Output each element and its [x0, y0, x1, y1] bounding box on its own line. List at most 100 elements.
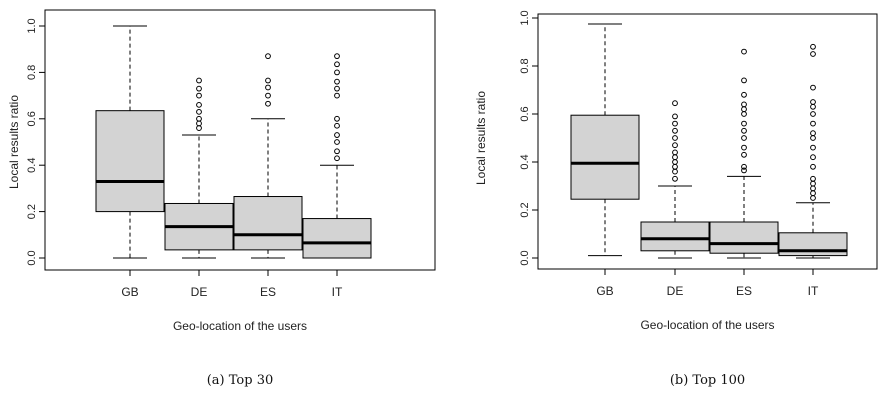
box-it	[302, 53, 372, 259]
outlier-point	[672, 142, 678, 149]
y-tick-label: 0.6	[519, 106, 531, 121]
outlier-point	[334, 148, 340, 155]
outlier-point	[810, 163, 816, 170]
y-tick-label: 0.2	[519, 202, 531, 217]
outlier-point	[672, 100, 678, 107]
outlier-point	[810, 84, 816, 91]
y-tick-label: 0.2	[26, 204, 38, 219]
outlier-point	[334, 139, 340, 145]
outlier-point	[265, 92, 271, 99]
outlier-point	[741, 48, 747, 55]
y-axis-label: Local results ratio	[7, 95, 21, 189]
outlier-point	[741, 111, 747, 117]
outlier-point	[810, 154, 816, 161]
outlier-point	[196, 115, 202, 122]
outlier-point	[265, 53, 271, 60]
outlier-point	[672, 149, 678, 156]
x-tick-label: DE	[191, 285, 208, 299]
outlier-point	[810, 144, 816, 151]
outlier-point	[810, 111, 816, 117]
outlier-point	[265, 77, 271, 84]
outlier-point	[810, 51, 816, 57]
x-tick-label: IT	[332, 285, 343, 299]
outlier-point	[334, 61, 340, 68]
outlier-point	[810, 180, 816, 187]
outlier-point	[741, 167, 747, 174]
outlier-point	[741, 91, 747, 98]
outlier-point	[334, 122, 340, 129]
iqr-box	[302, 218, 372, 259]
outlier-point	[810, 195, 816, 201]
y-tick-label: 0.4	[26, 158, 38, 173]
outlier-point	[334, 132, 340, 138]
iqr-box	[640, 221, 710, 252]
outlier-point	[334, 69, 340, 76]
outlier-point	[741, 144, 747, 151]
y-tick-label: 0.6	[26, 111, 38, 126]
outlier-point	[334, 155, 340, 162]
outlier-point	[196, 77, 202, 84]
x-tick-label: GB	[121, 285, 138, 299]
outlier-point	[741, 127, 747, 134]
iqr-box	[570, 114, 640, 200]
outlier-point	[672, 159, 678, 165]
iqr-box	[233, 196, 303, 251]
box-es	[233, 53, 303, 259]
outlier-point	[810, 120, 816, 127]
outlier-point	[741, 77, 747, 84]
x-tick-label: IT	[808, 284, 819, 298]
outlier-point	[741, 106, 747, 113]
outlier-point	[196, 101, 202, 108]
outlier-point	[672, 120, 678, 127]
outlier-point	[741, 101, 747, 108]
outlier-point	[810, 103, 816, 110]
y-tick-label: 1.0	[519, 10, 531, 25]
y-tick-label: 0.0	[26, 250, 38, 265]
panel-top-100: 0.0 0.2 0.4 0.6 0.8 1.0 Local results ratio GB D…	[474, 10, 878, 388]
outlier-point	[672, 135, 678, 141]
box-es	[709, 48, 779, 259]
outlier-point	[672, 168, 678, 175]
box-gb	[570, 23, 640, 257]
outlier-point	[334, 92, 340, 99]
x-tick-label: DE	[667, 284, 684, 298]
x-tick-label: ES	[260, 285, 276, 299]
outlier-point	[672, 127, 678, 134]
outlier-point	[196, 125, 202, 131]
outlier-point	[741, 163, 747, 170]
y-tick-label: 0.8	[26, 65, 38, 80]
iqr-box	[95, 110, 165, 213]
outlier-point	[810, 43, 816, 50]
outlier-point	[741, 151, 747, 158]
box-it	[778, 43, 848, 259]
iqr-box	[709, 221, 779, 254]
outlier-point	[265, 84, 271, 91]
outlier-point	[196, 92, 202, 99]
outlier-point	[810, 185, 816, 192]
x-tick-label: ES	[736, 284, 752, 298]
y-tick-label: 0.0	[519, 250, 531, 265]
y-axis-label: Local results ratio	[474, 91, 488, 185]
y-tick-label: 1.0	[26, 18, 38, 33]
subfigure-caption: (a) Top 30	[207, 373, 274, 388]
outlier-point	[196, 85, 202, 92]
outlier-point	[810, 190, 816, 197]
box-gb	[95, 25, 165, 259]
outlier-point	[196, 120, 202, 127]
outlier-point	[810, 135, 816, 141]
y-tick-label: 0.4	[519, 154, 531, 169]
x-axis-label: Geo-location of the users	[173, 319, 307, 333]
outlier-point	[741, 120, 747, 127]
x-tick-label: GB	[596, 284, 613, 298]
outlier-point	[265, 100, 271, 107]
outlier-point	[672, 175, 678, 182]
y-tick-label: 0.8	[519, 58, 531, 73]
box-de	[164, 77, 234, 259]
outlier-point	[672, 113, 678, 120]
outlier-point	[196, 108, 202, 115]
outlier-point	[334, 78, 340, 85]
outlier-point	[334, 115, 340, 122]
outlier-point	[334, 85, 340, 92]
outlier-point	[810, 99, 816, 105]
